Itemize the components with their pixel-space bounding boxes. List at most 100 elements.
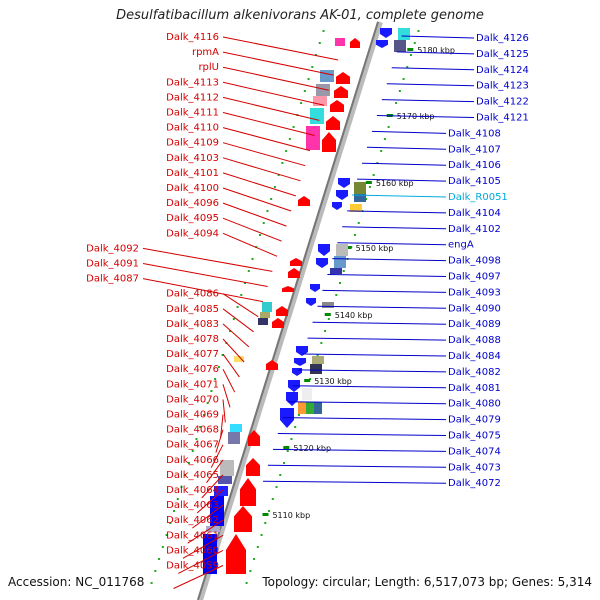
gene-block-right	[310, 364, 322, 374]
gene-block-left	[234, 356, 244, 362]
gene-block-right	[330, 268, 342, 274]
right-scale-dot	[339, 282, 342, 284]
gene-block-left	[260, 312, 270, 318]
gene-arrow-left	[282, 286, 294, 292]
scale-tick	[283, 446, 290, 449]
right-gene-label: Dalk_4108	[448, 128, 501, 139]
right-scale-dot	[271, 498, 274, 500]
genome-axis-shadow	[197, 21, 383, 600]
left-gene-label: Dalk_4076	[166, 364, 219, 375]
right-gene-connector	[376, 115, 475, 118]
left-gene-label: Dalk_4092	[86, 243, 139, 254]
gene-block-right	[298, 402, 306, 414]
left-gene-label: Dalk_4059	[166, 561, 219, 572]
left-gene-connector	[196, 489, 224, 514]
left-gene-connector	[222, 142, 306, 167]
right-scale-dot	[395, 102, 398, 104]
gene-arrow-left	[298, 196, 310, 206]
left-gene-label: Dalk_4116	[166, 32, 219, 43]
left-scale-dot	[169, 522, 172, 524]
left-gene-label: Dalk_4111	[166, 108, 219, 119]
left-scale-dot	[277, 174, 280, 176]
right-gene-label: Dalk_4093	[448, 287, 501, 298]
right-gene-label: Dalk_4089	[448, 319, 501, 330]
right-gene-label: Dalk_4082	[448, 367, 501, 378]
left-scale-dot	[258, 234, 261, 236]
right-gene-connector	[342, 226, 447, 230]
right-scale-dot	[249, 570, 252, 572]
right-scale-dot	[335, 294, 338, 296]
left-gene-label: Dalk_4109	[166, 138, 219, 149]
left-gene-label: Dalk_4110	[166, 123, 219, 134]
left-gene-connector	[222, 96, 320, 121]
gene-block-left	[206, 526, 220, 532]
gene-arrow-left	[276, 306, 288, 316]
right-scale-dot	[324, 330, 327, 332]
gene-block-right	[354, 182, 366, 194]
right-scale-dot	[342, 270, 345, 272]
right-gene-connector	[371, 130, 447, 134]
left-gene-connector	[215, 429, 224, 453]
gene-arrow-left	[290, 258, 302, 266]
gene-arrow-left	[248, 430, 260, 446]
scale-tick	[262, 513, 269, 516]
gene-block-left	[214, 486, 228, 496]
gene-block-right	[394, 40, 406, 52]
gene-block-left	[258, 318, 268, 325]
right-scale-dot	[320, 342, 323, 344]
left-scale-dot	[187, 462, 190, 464]
left-gene-connector	[178, 549, 224, 574]
right-scale-dot	[383, 138, 386, 140]
right-scale-dot	[290, 438, 293, 440]
gene-arrow-left	[326, 116, 340, 130]
left-scale-dot	[273, 186, 276, 188]
accession-text: Accession: NC_011768	[8, 575, 145, 589]
right-gene-connector	[312, 321, 447, 325]
right-gene-label: Dalk_4105	[448, 176, 501, 187]
left-gene-connector	[222, 368, 236, 393]
right-scale-dot	[398, 90, 401, 92]
left-gene-label: Dalk_4068	[166, 425, 219, 436]
left-gene-connector	[182, 534, 224, 559]
right-scale-dot	[294, 426, 297, 428]
gene-block-right	[322, 302, 334, 308]
right-gene-connector	[272, 448, 447, 452]
left-scale-dot	[232, 318, 235, 320]
gene-arrow-right	[306, 298, 316, 306]
right-gene-label: Dalk_4124	[476, 65, 529, 76]
left-scale-dot	[251, 258, 254, 260]
gene-block-left	[310, 108, 324, 124]
right-gene-label: Dalk_4104	[448, 208, 501, 219]
left-scale-dot	[266, 210, 269, 212]
right-gene-connector	[396, 51, 475, 55]
left-gene-connector	[222, 157, 301, 182]
gene-arrow-right	[376, 40, 388, 48]
right-scale-dot	[282, 462, 285, 464]
left-scale-dot	[270, 198, 273, 200]
gene-block-right	[398, 28, 410, 40]
right-gene-connector	[277, 433, 447, 436]
right-scale-dot	[268, 510, 271, 512]
gene-block-right	[336, 244, 348, 256]
left-gene-label: Dalk_4069	[166, 410, 219, 421]
right-gene-label: Dalk_4072	[448, 478, 501, 489]
left-scale-dot	[184, 474, 187, 476]
gene-block-left	[220, 460, 234, 476]
left-gene-connector	[201, 474, 224, 499]
left-gene-connector	[222, 353, 240, 378]
left-scale-dot	[281, 162, 284, 164]
left-gene-label: Dalk_4066	[166, 455, 219, 466]
right-gene-connector	[352, 194, 447, 198]
right-gene-connector	[292, 385, 447, 389]
left-scale-dot	[292, 126, 295, 128]
right-scale-dot	[286, 450, 289, 452]
left-gene-connector	[222, 308, 254, 333]
gene-arrow-right	[316, 258, 328, 268]
left-gene-label: Dalk_4096	[166, 198, 219, 209]
left-gene-connector	[187, 519, 224, 544]
gene-block-left	[313, 96, 327, 106]
left-scale-dot	[165, 534, 168, 536]
right-gene-label: Dalk_4088	[448, 335, 501, 346]
gene-block-left	[306, 126, 320, 150]
gene-block-left	[335, 38, 345, 46]
